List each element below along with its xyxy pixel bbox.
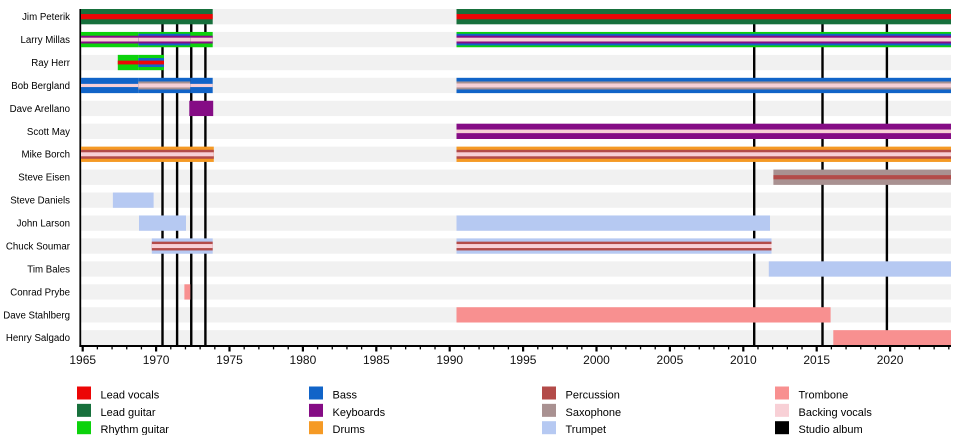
svg-text:Conrad Prybe: Conrad Prybe [10, 287, 70, 298]
svg-text:Lead vocals: Lead vocals [101, 389, 160, 401]
svg-text:Steve Daniels: Steve Daniels [10, 196, 70, 207]
svg-text:Ray Herr: Ray Herr [31, 58, 71, 69]
svg-text:Backing vocals: Backing vocals [799, 407, 873, 419]
svg-text:Scott May: Scott May [27, 127, 70, 138]
svg-text:2005: 2005 [657, 353, 684, 367]
svg-text:Henry Salgado: Henry Salgado [6, 333, 70, 344]
svg-text:1980: 1980 [290, 353, 317, 367]
svg-text:1975: 1975 [216, 353, 243, 367]
svg-text:Bass: Bass [333, 389, 358, 401]
svg-text:Percussion: Percussion [566, 389, 620, 401]
svg-text:Saxophone: Saxophone [566, 407, 622, 419]
svg-text:Rhythm guitar: Rhythm guitar [101, 424, 170, 435]
svg-text:1985: 1985 [363, 353, 390, 367]
svg-text:Tim Bales: Tim Bales [27, 264, 70, 275]
svg-text:Drums: Drums [333, 424, 366, 435]
svg-text:2020: 2020 [877, 353, 904, 367]
svg-text:John Larson: John Larson [17, 219, 70, 230]
svg-text:Lead guitar: Lead guitar [101, 407, 156, 419]
svg-text:Trombone: Trombone [799, 389, 849, 401]
svg-text:Studio album: Studio album [799, 424, 863, 435]
svg-text:Mike Borch: Mike Borch [22, 150, 70, 161]
svg-text:Keyboards: Keyboards [333, 407, 386, 419]
svg-text:1995: 1995 [510, 353, 537, 367]
svg-text:Dave Stahlberg: Dave Stahlberg [3, 310, 70, 321]
svg-text:1965: 1965 [69, 353, 96, 367]
svg-text:Dave Arellano: Dave Arellano [10, 104, 70, 115]
svg-text:2000: 2000 [583, 353, 610, 367]
svg-text:2015: 2015 [803, 353, 830, 367]
svg-text:1990: 1990 [436, 353, 463, 367]
svg-text:Jim Peterik: Jim Peterik [22, 12, 70, 23]
svg-text:1970: 1970 [143, 353, 170, 367]
svg-text:Steve Eisen: Steve Eisen [18, 173, 70, 184]
svg-text:Trumpet: Trumpet [566, 424, 607, 435]
svg-text:2010: 2010 [730, 353, 757, 367]
svg-text:Larry Millas: Larry Millas [20, 35, 70, 46]
svg-text:Chuck Soumar: Chuck Soumar [6, 242, 71, 253]
svg-text:Bob Bergland: Bob Bergland [11, 81, 70, 92]
